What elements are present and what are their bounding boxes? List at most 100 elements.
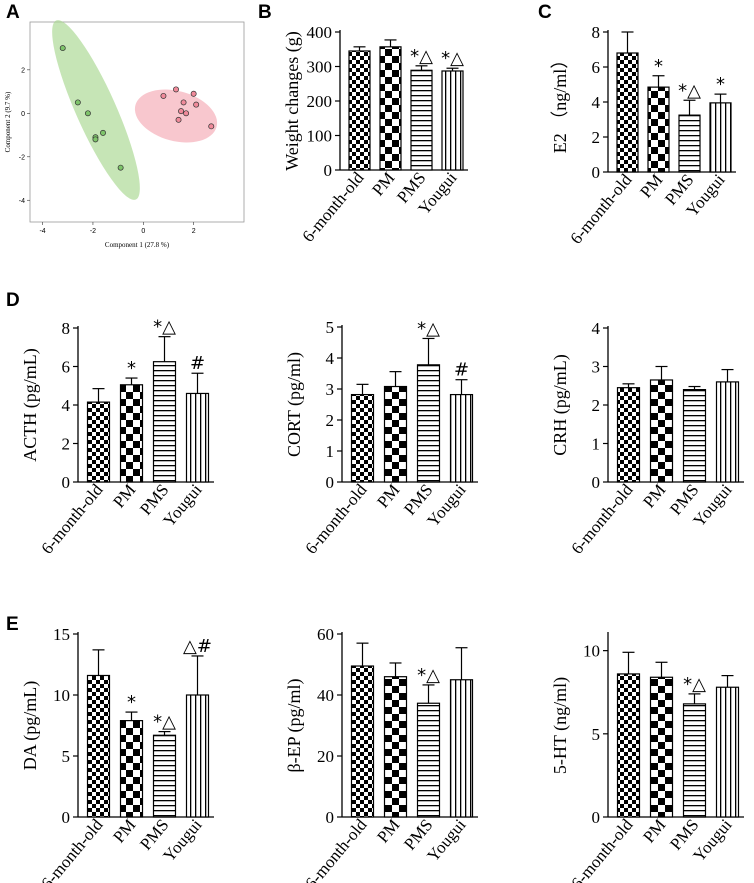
- category-label: 6-month-old: [298, 168, 368, 246]
- y-tick-label: 0: [62, 808, 71, 827]
- pca-point-g2-9: [208, 123, 215, 130]
- y-tick-label: 2: [592, 396, 601, 415]
- significance-marker: *: [654, 56, 663, 77]
- significance-marker: *△: [678, 80, 701, 101]
- y-tick-label: 1: [326, 442, 335, 461]
- pca-y-tick-label: 0: [21, 111, 25, 118]
- y-tick-label: 4: [326, 349, 335, 368]
- significance-marker: *△: [683, 674, 706, 695]
- category-label: 6-month-old: [567, 815, 637, 883]
- y-tick-label: 4: [62, 396, 71, 415]
- bar-yougui: [185, 694, 210, 818]
- pca-point-g2-8: [193, 101, 200, 108]
- y-tick-label: 2: [326, 411, 335, 430]
- bar-pm: [383, 676, 408, 818]
- y-tick-label: 400: [307, 23, 333, 42]
- pca-point-g2-4: [178, 108, 185, 115]
- y-tick-label: 8: [62, 319, 71, 338]
- y-tick-label: 8: [592, 23, 601, 42]
- y-tick-label: 0: [592, 163, 601, 182]
- y-axis-label: ACTH (pg/mL): [20, 348, 41, 461]
- y-tick-label: 0: [326, 808, 335, 827]
- pca-plot-frame: [29, 21, 245, 223]
- pca-point-g2-3: [175, 116, 182, 123]
- y-tick-label: 100: [307, 127, 333, 146]
- pca-point-g2-7: [190, 90, 197, 97]
- panel-label-e: E: [6, 614, 19, 635]
- category-label: 6-month-old: [301, 815, 371, 883]
- bar-yougui: [449, 679, 474, 818]
- bar-6-month-old: [348, 50, 371, 171]
- y-tick-label: 2: [62, 435, 71, 454]
- category-label: 6-month-old: [567, 480, 637, 558]
- bar-pm: [379, 46, 402, 171]
- bar-pms: [678, 114, 701, 173]
- bar-pm: [119, 384, 144, 483]
- y-tick-label: 200: [307, 92, 333, 111]
- significance-marker: *△: [417, 318, 440, 339]
- pca-x-tick-label: 2: [192, 228, 196, 235]
- pca-y-axis-label: Component 2 (9.7 %): [4, 91, 12, 152]
- significance-marker: *△: [417, 665, 440, 686]
- group-1-confidence-ellipse: [52, 20, 140, 200]
- y-tick-label: 10: [53, 686, 70, 705]
- pca-point-g2-5: [180, 99, 187, 106]
- bar-yougui: [441, 70, 464, 171]
- pca-point-g1-2: [74, 99, 81, 106]
- bar-yougui: [715, 381, 740, 483]
- pca-x-tick-label: -2: [90, 228, 96, 235]
- pca-point-g1-6: [100, 129, 106, 136]
- bar-pm: [647, 86, 670, 173]
- bar-pms: [682, 703, 707, 818]
- bar-6-month-old: [616, 52, 639, 173]
- pca-point-g1-1: [59, 45, 66, 52]
- panel-label-a: A: [6, 2, 20, 23]
- y-tick-label: 300: [307, 58, 333, 77]
- y-tick-label: 0: [62, 473, 71, 492]
- bar-pm: [383, 385, 408, 483]
- pca-point-g1-5: [92, 136, 99, 143]
- pca-y-tick-label: 2: [21, 67, 25, 74]
- y-tick-label: 0: [326, 473, 335, 492]
- bar-6-month-old: [350, 665, 375, 818]
- y-axis-label: DA (pg/mL): [20, 681, 41, 771]
- y-axis-label: E2 （ng/ml）: [550, 51, 570, 154]
- panel-label-d: D: [6, 290, 20, 311]
- y-tick-label: 15: [53, 625, 70, 644]
- y-tick-label: 6: [592, 58, 601, 77]
- pca-point-g1-7: [117, 164, 124, 171]
- pca-point-g2-6: [183, 110, 190, 117]
- category-label: 6-month-old: [566, 170, 636, 248]
- significance-marker: #: [190, 353, 205, 374]
- significance-marker: *△: [441, 48, 464, 69]
- y-axis-label: 5-HT (ng/ml): [550, 677, 571, 774]
- pca-scatter-plot: -4 -2 0 2 -4 -2 0 2 Component 1 (27.8 %) Compon…: [4, 20, 245, 249]
- pca-x-tick-label: -4: [39, 228, 45, 235]
- y-axis-label: β-EP (pg/ml): [284, 679, 305, 773]
- category-label: 6-month-old: [37, 815, 107, 883]
- bar-6-month-old: [616, 387, 641, 483]
- y-tick-label: 0: [592, 473, 601, 492]
- bar-pms: [416, 364, 441, 483]
- y-tick-label: 6: [62, 358, 71, 377]
- bar-pm: [119, 720, 144, 818]
- bar-pm: [649, 676, 674, 818]
- y-tick-label: 4: [592, 319, 601, 338]
- panel-label-b: B: [258, 2, 272, 23]
- y-tick-label: 5: [592, 725, 601, 744]
- bar-6-month-old: [350, 393, 375, 483]
- y-tick-label: 10: [583, 642, 600, 661]
- bar-yougui: [185, 392, 210, 483]
- pca-point-g2-2: [173, 86, 179, 93]
- y-tick-label: 60: [317, 625, 334, 644]
- y-tick-label: 5: [326, 318, 335, 337]
- bar-pm: [649, 379, 674, 483]
- bar-yougui: [715, 686, 740, 818]
- pca-point-g1-3: [84, 110, 91, 117]
